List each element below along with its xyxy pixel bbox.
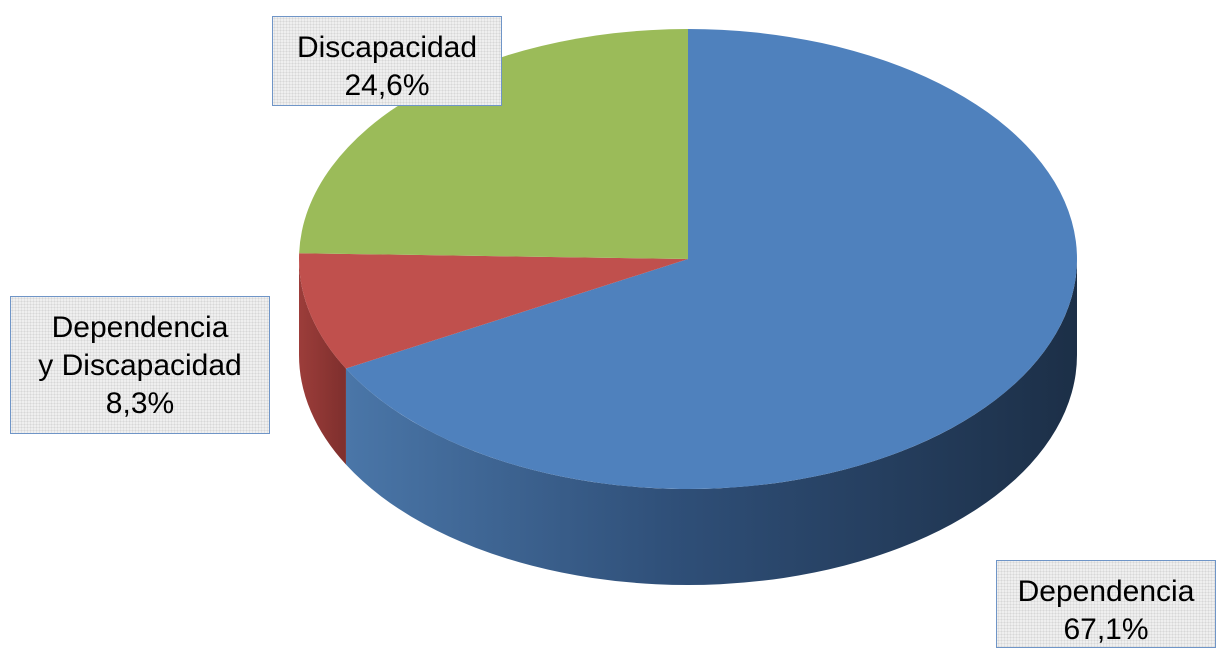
pie-side-2 bbox=[299, 259, 346, 465]
data-label-name: Dependencia bbox=[1017, 575, 1195, 608]
pie-slice-1 bbox=[345, 29, 1078, 489]
pie-slice-2 bbox=[298, 253, 688, 369]
data-label-name: y Discapacidad bbox=[38, 349, 242, 382]
data-label-name: Discapacidad bbox=[296, 31, 478, 64]
pie-side-1 bbox=[345, 259, 1077, 585]
pie-slices bbox=[298, 29, 1078, 489]
data-label-name: Dependencia bbox=[51, 311, 229, 344]
pie-slice-3 bbox=[299, 29, 688, 259]
pie-side-walls bbox=[299, 259, 1077, 585]
data-label-value: 67,1% bbox=[1063, 613, 1149, 646]
data-label-value: 8,3% bbox=[105, 387, 175, 420]
data-label-discapacidad: Discapacidad 24,6% bbox=[272, 16, 502, 106]
data-label-dependencia: Dependencia 67,1% bbox=[996, 560, 1216, 648]
data-label-dependencia-y-discapacidad: Dependencia y Discapacidad 8,3% bbox=[10, 296, 270, 434]
data-label-value: 24,6% bbox=[344, 69, 430, 102]
